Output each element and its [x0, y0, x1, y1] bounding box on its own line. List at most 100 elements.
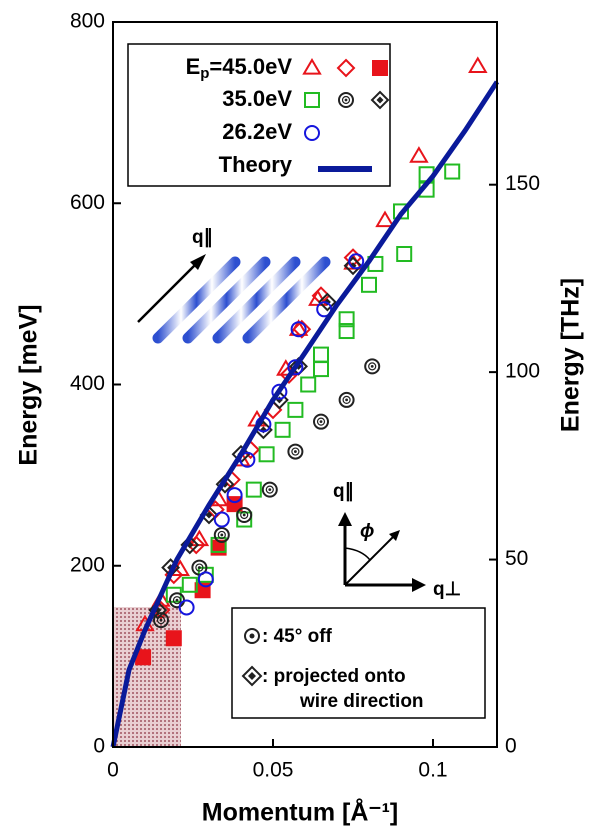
legend-text: 26.2eV — [222, 119, 292, 144]
marker — [197, 571, 214, 588]
legend-marker — [372, 60, 388, 76]
marker — [396, 246, 413, 262]
marker — [313, 413, 329, 430]
note-icon — [249, 633, 255, 639]
marker — [287, 359, 304, 376]
marker-ring — [342, 395, 351, 405]
legend-box — [127, 43, 391, 187]
note-text: wire direction — [299, 691, 424, 712]
marker — [287, 401, 304, 418]
marker-dot — [198, 566, 201, 569]
marker — [317, 292, 337, 312]
marker — [444, 163, 461, 180]
marker-ring — [291, 447, 300, 456]
marker — [313, 361, 329, 378]
marker-dot — [268, 488, 272, 492]
q-label: q∥ — [192, 227, 213, 248]
marker-ring — [172, 596, 182, 605]
marker — [409, 146, 429, 163]
y-tick-label: 200 — [70, 553, 105, 576]
arrow-head — [412, 578, 426, 592]
y-tick-label: 400 — [70, 372, 105, 395]
marker — [210, 536, 227, 553]
marker — [258, 446, 275, 463]
marker — [338, 391, 355, 408]
q-label: q⊥ — [433, 579, 461, 600]
y-tick-label: 0 — [93, 735, 105, 758]
marker — [348, 253, 365, 270]
x-axis-title: Momentum [Å⁻¹] — [202, 798, 399, 827]
legend-marker — [336, 58, 356, 78]
legend-label: Theory — [219, 152, 293, 177]
marker-ring — [217, 530, 226, 540]
marker — [261, 481, 278, 498]
marker — [361, 276, 377, 293]
y2-axis-title: Energy [THz] — [557, 278, 585, 432]
marker — [148, 600, 168, 620]
marker — [153, 612, 169, 629]
marker — [468, 56, 488, 74]
marker-dot — [205, 511, 213, 519]
legend-label: Ep=45.0eV — [186, 54, 293, 82]
marker — [343, 256, 363, 276]
marker — [178, 599, 195, 616]
marker — [186, 535, 206, 555]
x-tick-label: 0.05 — [253, 759, 294, 782]
x-tick-label: 0.1 — [418, 759, 447, 782]
marker-dot — [344, 98, 348, 102]
y-tick-label: 600 — [70, 191, 105, 214]
phi-label: ϕ — [360, 521, 374, 542]
marker — [165, 630, 182, 647]
axes-inset — [343, 520, 418, 587]
marker — [292, 319, 312, 339]
marker — [213, 526, 230, 543]
q-label: q∥ — [333, 481, 354, 502]
marker — [236, 507, 253, 523]
legend-text: 35.0eV — [222, 86, 292, 111]
marker-dot — [345, 398, 348, 402]
note-text: : projected onto — [262, 666, 406, 687]
arrow-head — [389, 530, 400, 541]
legend-sub: p — [200, 65, 209, 82]
marker — [338, 311, 355, 328]
y2-tick-label: 0 — [505, 735, 517, 758]
marker-ring — [156, 616, 166, 625]
marker-ring — [195, 563, 204, 572]
legend-marker — [302, 58, 322, 75]
marker-dot — [294, 450, 297, 453]
plot-frame — [112, 21, 498, 748]
x-tick-label: 0 — [107, 759, 119, 782]
marker-dot — [319, 420, 323, 424]
y2-tick-label: 150 — [505, 172, 540, 195]
note-icon — [248, 672, 256, 680]
note-text: : 45° off — [262, 626, 333, 647]
marker-dot — [370, 364, 374, 368]
marker-ring — [240, 510, 249, 520]
marker — [300, 376, 317, 393]
legend-marker — [370, 90, 390, 110]
marker — [375, 210, 395, 228]
marker — [245, 481, 262, 498]
marker-dot — [376, 96, 384, 104]
theory-line — [110, 80, 500, 748]
note-icon — [241, 665, 263, 687]
marker — [271, 383, 288, 400]
note-icon — [244, 628, 260, 644]
marker-ring — [265, 485, 274, 494]
marker — [215, 474, 235, 494]
legend-text: Theory — [219, 152, 293, 177]
marker — [181, 576, 198, 593]
legend-marker — [304, 92, 320, 108]
marker — [364, 358, 381, 375]
marker — [313, 346, 329, 363]
marker-ring — [341, 95, 351, 105]
marker — [213, 511, 230, 528]
marker — [226, 487, 243, 504]
y2-tick-label: 100 — [505, 360, 540, 383]
marker — [135, 649, 152, 666]
legend-marker — [304, 125, 320, 141]
marker-dot — [159, 618, 163, 622]
marker-ring — [368, 362, 377, 371]
y2-tick-label: 50 — [505, 547, 528, 570]
